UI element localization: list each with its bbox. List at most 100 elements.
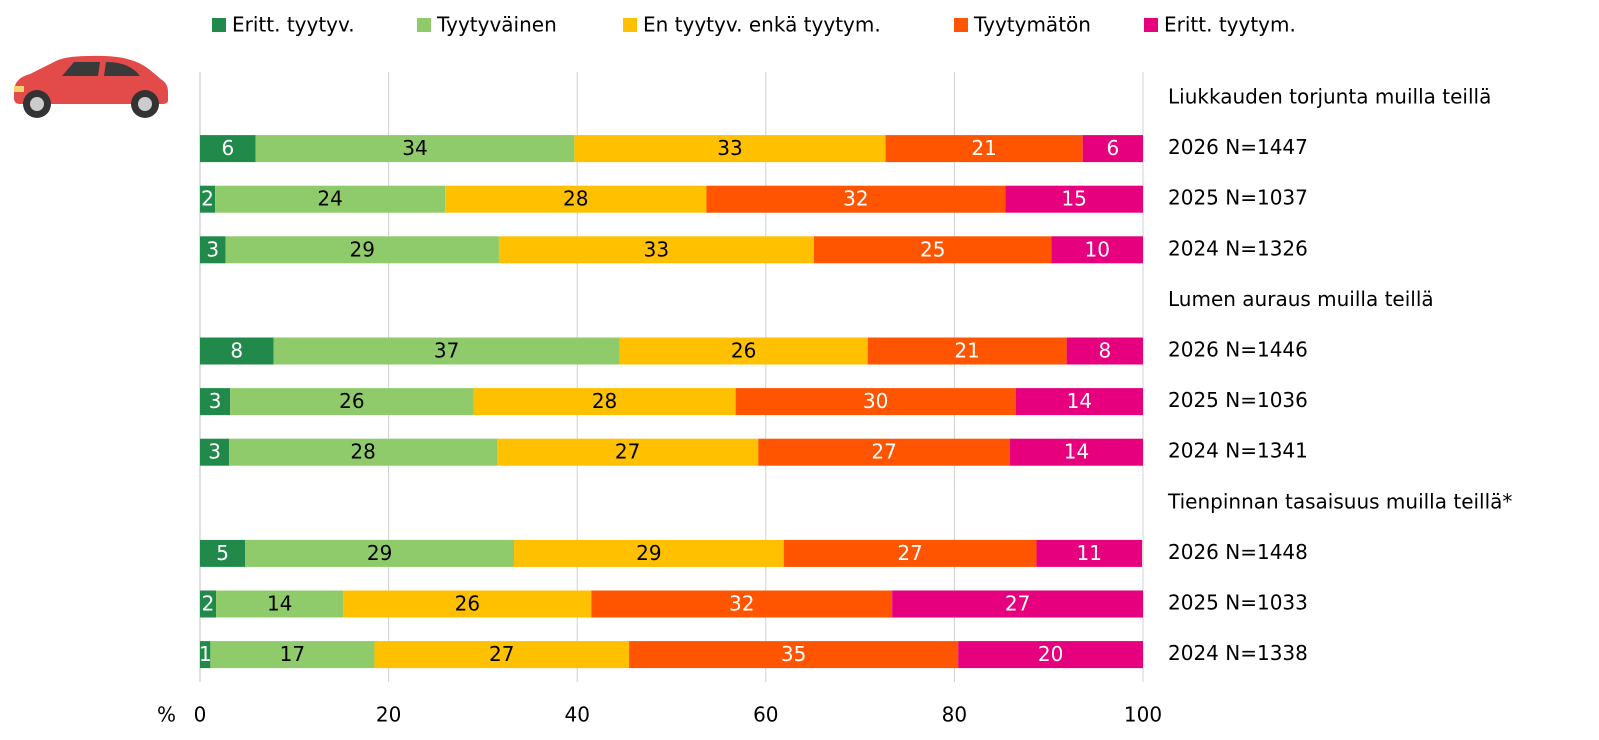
bar-segment [813,236,1052,264]
value-label: 6 [1106,136,1119,160]
legend-label: En tyytyv. enkä tyytym. [643,13,881,37]
bar-segment [200,388,231,416]
bar-segment [1082,135,1143,163]
bar-segment [210,641,375,669]
bar-segment [629,641,959,669]
bar-segment [1005,185,1143,213]
bar-segment [200,641,211,669]
value-label: 27 [615,440,640,464]
bar-segment [867,337,1067,365]
legend-swatch [417,18,431,32]
value-label: 15 [1061,187,1086,211]
row-label: Tienpinnan tasaisuus muilla teillä* [1167,489,1512,513]
value-label: 30 [863,389,888,413]
bar-segment [1010,438,1143,466]
bar-segment [245,539,515,567]
bar-segment [200,438,230,466]
value-label: 14 [1067,389,1092,413]
bar-segment [958,641,1143,669]
value-label: 35 [781,642,806,666]
row-label: Lumen auraus muilla teillä [1168,287,1434,311]
bar-segment [445,185,707,213]
row-label: 2025 N=1033 [1168,591,1308,615]
bar-segment [783,539,1037,567]
value-label: 33 [644,237,669,261]
bar-segment [200,539,246,567]
value-label: 29 [349,237,374,261]
value-label: 21 [954,339,979,363]
bar-segment [1036,539,1143,567]
value-label: 25 [920,237,945,261]
x-tick-label: 0 [194,703,207,727]
value-label: 20 [1038,642,1063,666]
value-label: 6 [221,136,234,160]
legend-label: Tyytymätön [973,13,1091,37]
bar-segment [1066,337,1143,365]
legend-swatch [954,18,968,32]
value-label: 29 [367,541,392,565]
legend-label: Eritt. tyytyv. [232,13,355,37]
value-label: 21 [971,136,996,160]
x-axis-label: % [157,703,176,727]
bar-segment [273,337,620,365]
bar-segment [706,185,1006,213]
bar-segment [200,337,274,365]
value-label: 3 [209,389,222,413]
value-label: 26 [455,592,480,616]
row-label: 2025 N=1037 [1168,186,1308,210]
row-label: 2026 N=1447 [1168,135,1308,159]
row-label: Liukkauden torjunta muilla teillä [1168,85,1491,109]
bar-segment [200,590,217,618]
value-label: 27 [897,541,922,565]
value-label: 27 [871,440,896,464]
value-label: 8 [1098,339,1111,363]
value-label: 3 [206,237,219,261]
bar-segment [892,590,1143,618]
bar-segment [885,135,1083,163]
value-label: 8 [230,339,243,363]
value-label: 1 [199,642,212,666]
value-label: 37 [434,339,459,363]
legend-label: Tyytyväinen [436,13,557,37]
car-icon [14,55,168,118]
bar-segment [230,388,474,416]
value-label: 2 [201,187,214,211]
value-label: 29 [636,541,661,565]
value-label: 27 [1005,592,1030,616]
row-label: 2026 N=1448 [1168,540,1308,564]
bar-segment [200,135,256,163]
bar-segment [343,590,592,618]
bar-segment [225,236,499,264]
x-tick-label: 60 [753,703,778,727]
row-label: 2024 N=1338 [1168,641,1308,665]
bar-segment [497,438,759,466]
bar-segment [473,388,736,416]
bar-segment [1051,236,1143,264]
value-label: 2 [202,592,215,616]
bar-segment [216,590,344,618]
value-label: 32 [843,187,868,211]
bar-segment [200,236,226,264]
row-label: 2025 N=1036 [1168,388,1308,412]
legend-swatch [212,18,226,32]
value-label: 28 [592,389,617,413]
bar-segment [514,539,784,567]
bar-segment [229,438,498,466]
value-label: 14 [267,592,292,616]
value-label: 27 [489,642,514,666]
legend-swatch [1144,18,1158,32]
bar-segment [200,185,216,213]
legend-label: Eritt. tyytym. [1164,13,1296,37]
bar-segment [1015,388,1143,416]
bar-segment [255,135,575,163]
bar-segment [374,641,630,669]
bar-segment [735,388,1016,416]
value-label: 11 [1077,541,1102,565]
value-label: 17 [280,642,305,666]
value-label: 32 [729,592,754,616]
bar-segment [574,135,886,163]
row-label: 2024 N=1326 [1168,236,1308,260]
x-tick-label: 40 [564,703,589,727]
x-tick-label: 80 [942,703,967,727]
bar-segment [758,438,1011,466]
